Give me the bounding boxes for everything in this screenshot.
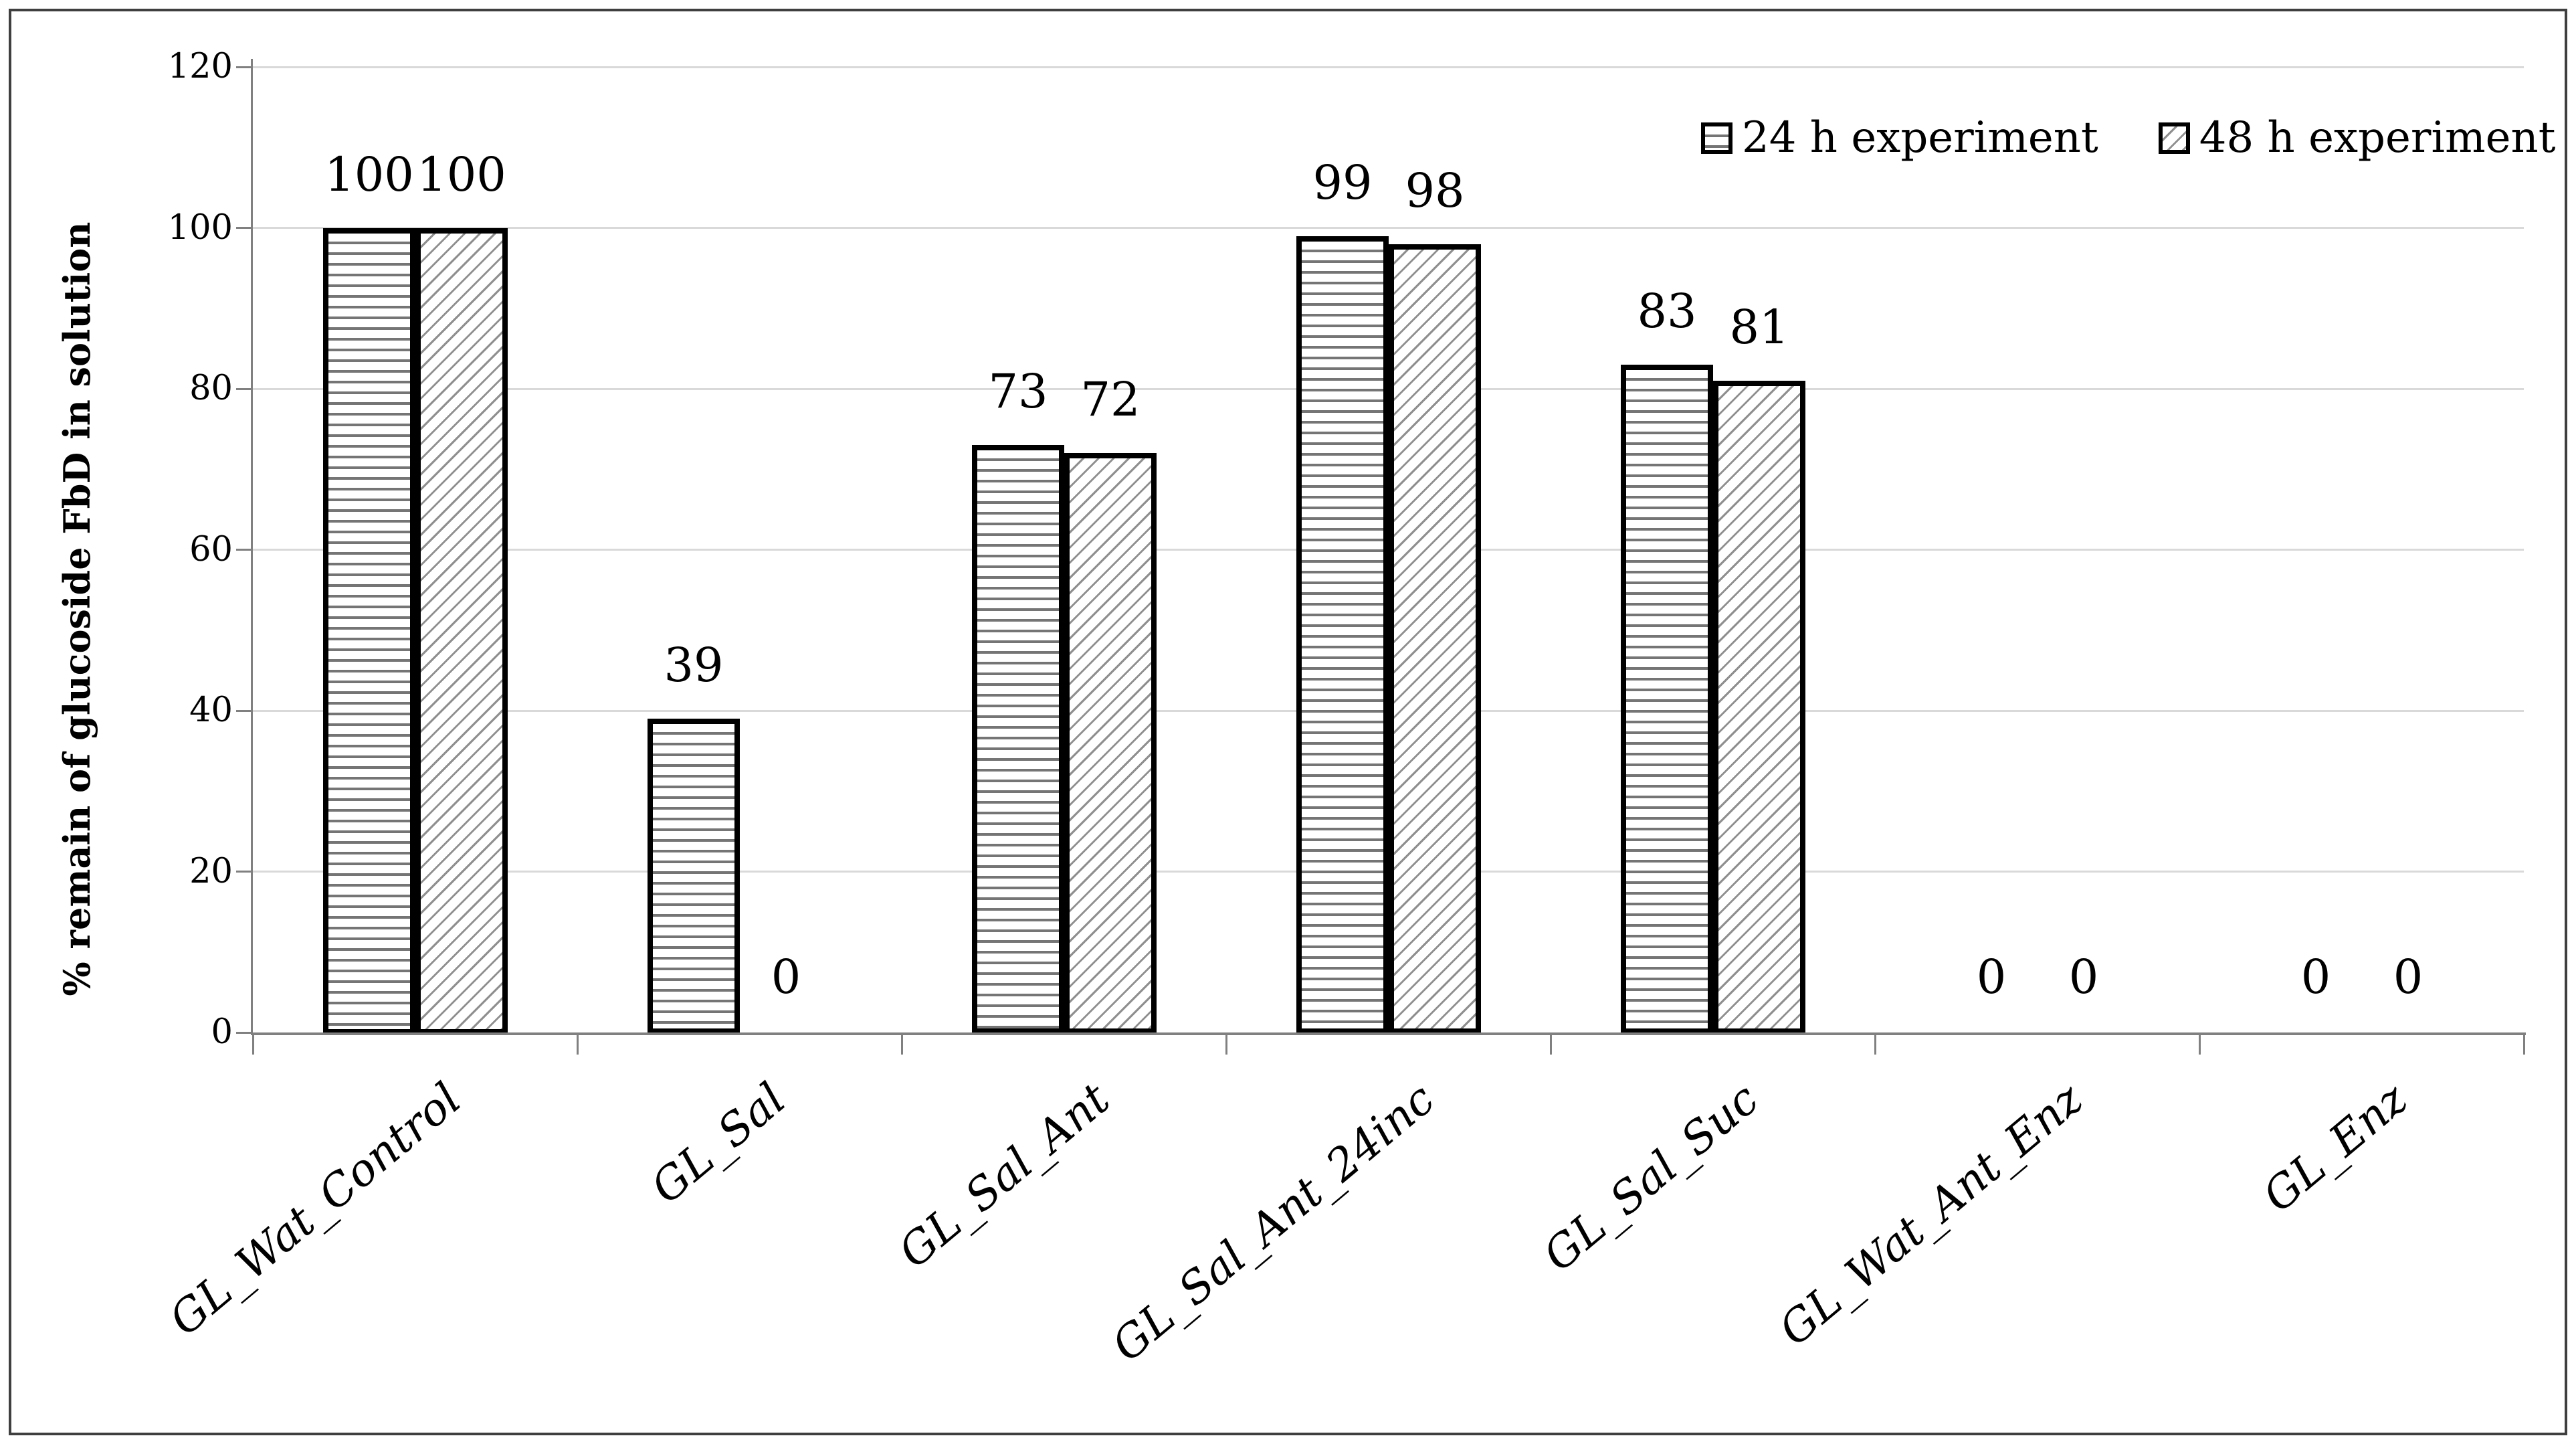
value-label-24h-GL_Wat_Control: 100 [324,147,414,202]
y-axis-line [251,59,253,1035]
y-tick-label: 0 [211,1012,233,1052]
category-label-GL_Sal_Ant: GL_Sal_Ant [888,1073,1120,1278]
category-label-GL_Wat_Control: GL_Wat_Control [159,1073,471,1346]
legend-item-24h: 24 h experiment [1701,113,2098,163]
legend-label-24h: 24 h experiment [1742,113,2098,163]
y-tick-label: 80 [189,369,233,408]
y-tick-label: 20 [189,852,233,891]
x-tick-mark [1225,1035,1227,1055]
value-label-48h-GL_Sal: 0 [771,950,801,1004]
category-label-GL_Sal_Ant_24inc: GL_Sal_Ant_24inc [1102,1073,1444,1372]
value-label-48h-GL_Sal_Suc: 81 [1729,300,1789,355]
x-axis-line [251,1032,2526,1035]
y-gridline [253,66,2524,68]
x-tick-mark [2523,1035,2525,1055]
value-label-24h-GL_Sal_Suc: 83 [1637,284,1697,339]
x-tick-mark [2199,1035,2201,1055]
category-label-GL_Wat_Ant_Enz: GL_Wat_Ant_Enz [1769,1073,2093,1356]
bar-24h-GL_Wat_Control [323,228,415,1034]
category-label-GL_Enz: GL_Enz [2253,1073,2417,1223]
value-label-24h-GL_Enz: 0 [2300,950,2331,1004]
y-tick-label: 120 [167,47,233,86]
y-tick-mark [236,549,251,551]
y-tick-mark [236,710,251,712]
legend: 24 h experiment 48 h experiment [1701,113,2555,163]
x-tick-mark [1550,1035,1552,1055]
value-label-48h-GL_Sal_Ant_24inc: 98 [1405,163,1465,218]
bar-24h-GL_Sal [648,719,740,1034]
x-tick-mark [577,1035,579,1055]
value-label-24h-GL_Wat_Ant_Enz: 0 [1976,950,2007,1004]
legend-swatch-24h-horizontal-hatch-icon [1701,122,1732,154]
legend-label-48h: 48 h experiment [2199,113,2556,163]
value-label-48h-GL_Sal_Ant: 72 [1080,372,1141,427]
bar-24h-GL_Sal_Ant_24inc [1296,236,1389,1034]
bar-48h-GL_Wat_Control [415,228,508,1034]
category-label-GL_Sal: GL_Sal [641,1073,795,1214]
figure-border [9,9,2567,1435]
value-label-24h-GL_Sal_Ant: 73 [988,364,1048,419]
y-tick-mark [236,227,251,229]
y-tick-label: 60 [189,530,233,569]
y-tick-mark [236,1032,251,1034]
bar-48h-GL_Sal_Ant_24inc [1389,244,1481,1034]
legend-swatch-48h-diagonal-hatch-icon [2158,122,2190,154]
y-gridline [253,227,2524,229]
bar-24h-GL_Sal_Suc [1621,365,1713,1034]
value-label-48h-GL_Wat_Ant_Enz: 0 [2068,950,2099,1004]
value-label-48h-GL_Wat_Control: 100 [417,147,506,202]
bar-24h-GL_Sal_Ant [972,445,1064,1034]
y-tick-mark [236,388,251,390]
x-tick-mark [252,1035,254,1055]
x-tick-mark [1874,1035,1876,1055]
y-tick-mark [236,66,251,68]
legend-item-48h: 48 h experiment [2158,113,2556,163]
y-tick-mark [236,871,251,873]
value-label-24h-GL_Sal_Ant_24inc: 99 [1312,155,1373,210]
y-tick-label: 40 [189,691,233,730]
y-axis-title: % remain of glucoside FbD in solution [56,221,98,996]
bar-48h-GL_Sal_Ant [1064,453,1157,1034]
bar-48h-GL_Sal_Suc [1713,381,1805,1034]
value-label-24h-GL_Sal: 39 [664,638,724,693]
x-tick-mark [901,1035,903,1055]
category-label-GL_Sal_Suc: GL_Sal_Suc [1533,1073,1769,1282]
value-label-48h-GL_Enz: 0 [2393,950,2423,1004]
y-tick-label: 100 [167,208,233,248]
